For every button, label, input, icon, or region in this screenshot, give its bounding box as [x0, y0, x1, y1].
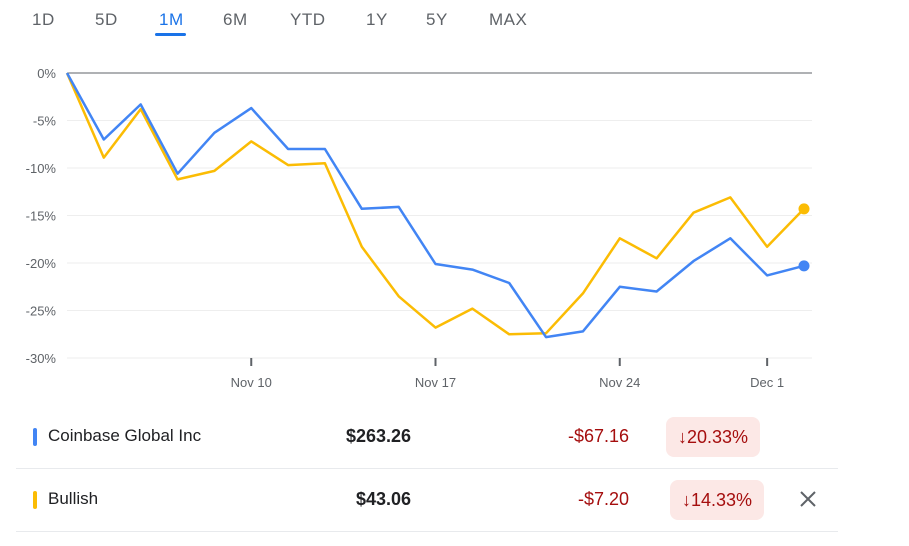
x-tick-label: Nov 10	[231, 375, 272, 390]
stock-name: Coinbase Global Inc	[48, 426, 202, 445]
tab-1d[interactable]: 1D	[32, 10, 55, 29]
price-change: -$7.20	[578, 489, 630, 509]
percent-change-badge: ↓20.33%	[666, 417, 761, 457]
stock-name: Bullish	[48, 489, 99, 508]
timeframe-tabs: 1D 5D 1M 6M YTD 1Y 5Y MAX	[0, 0, 600, 40]
stock-price: $263.26	[346, 426, 412, 446]
series-line-coinbase-global-inc	[65, 72, 805, 339]
comparison-row-coinbase[interactable]: Coinbase Global Inc $263.26 -$67.16 ↓20.…	[16, 406, 838, 469]
price-change: -$67.16	[568, 426, 630, 446]
tab-max[interactable]: MAX	[489, 10, 528, 29]
series-line-bullish	[65, 72, 805, 336]
series-color-swatch	[33, 428, 37, 446]
close-icon[interactable]	[798, 489, 818, 509]
active-tab-indicator	[155, 33, 186, 36]
tab-ytd[interactable]: YTD	[290, 10, 326, 29]
series-color-swatch	[33, 491, 37, 509]
y-tick-label: -10%	[26, 161, 57, 176]
y-tick-label: -15%	[26, 209, 57, 224]
stock-price: $43.06	[356, 489, 412, 509]
y-tick-label: -20%	[26, 256, 57, 271]
price-comparison-chart: 0% -5% -10% -15% -20% -25% -30% Nov 10 Nov 17 No…	[26, 66, 812, 390]
series-endpoint-bullish	[798, 203, 810, 215]
tab-1y[interactable]: 1Y	[366, 10, 388, 29]
x-tick-label: Nov 17	[415, 375, 456, 390]
tab-5y[interactable]: 5Y	[426, 10, 448, 29]
y-tick-label: -5%	[33, 114, 57, 129]
tab-1m[interactable]: 1M	[159, 10, 184, 29]
comparison-row-bullish[interactable]: Bullish $43.06 -$7.20 ↓14.33%	[16, 469, 838, 532]
x-tick-label: Dec 1	[750, 375, 784, 390]
percent-change-badge: ↓14.33%	[670, 480, 765, 520]
y-tick-label: -30%	[26, 351, 57, 366]
tab-6m[interactable]: 6M	[223, 10, 248, 29]
x-tick-label: Nov 24	[599, 375, 640, 390]
tab-5d[interactable]: 5D	[95, 10, 118, 29]
y-tick-label: -25%	[26, 304, 57, 319]
y-tick-label: 0%	[37, 66, 56, 81]
series-endpoint-coinbase-global-inc	[798, 260, 810, 272]
